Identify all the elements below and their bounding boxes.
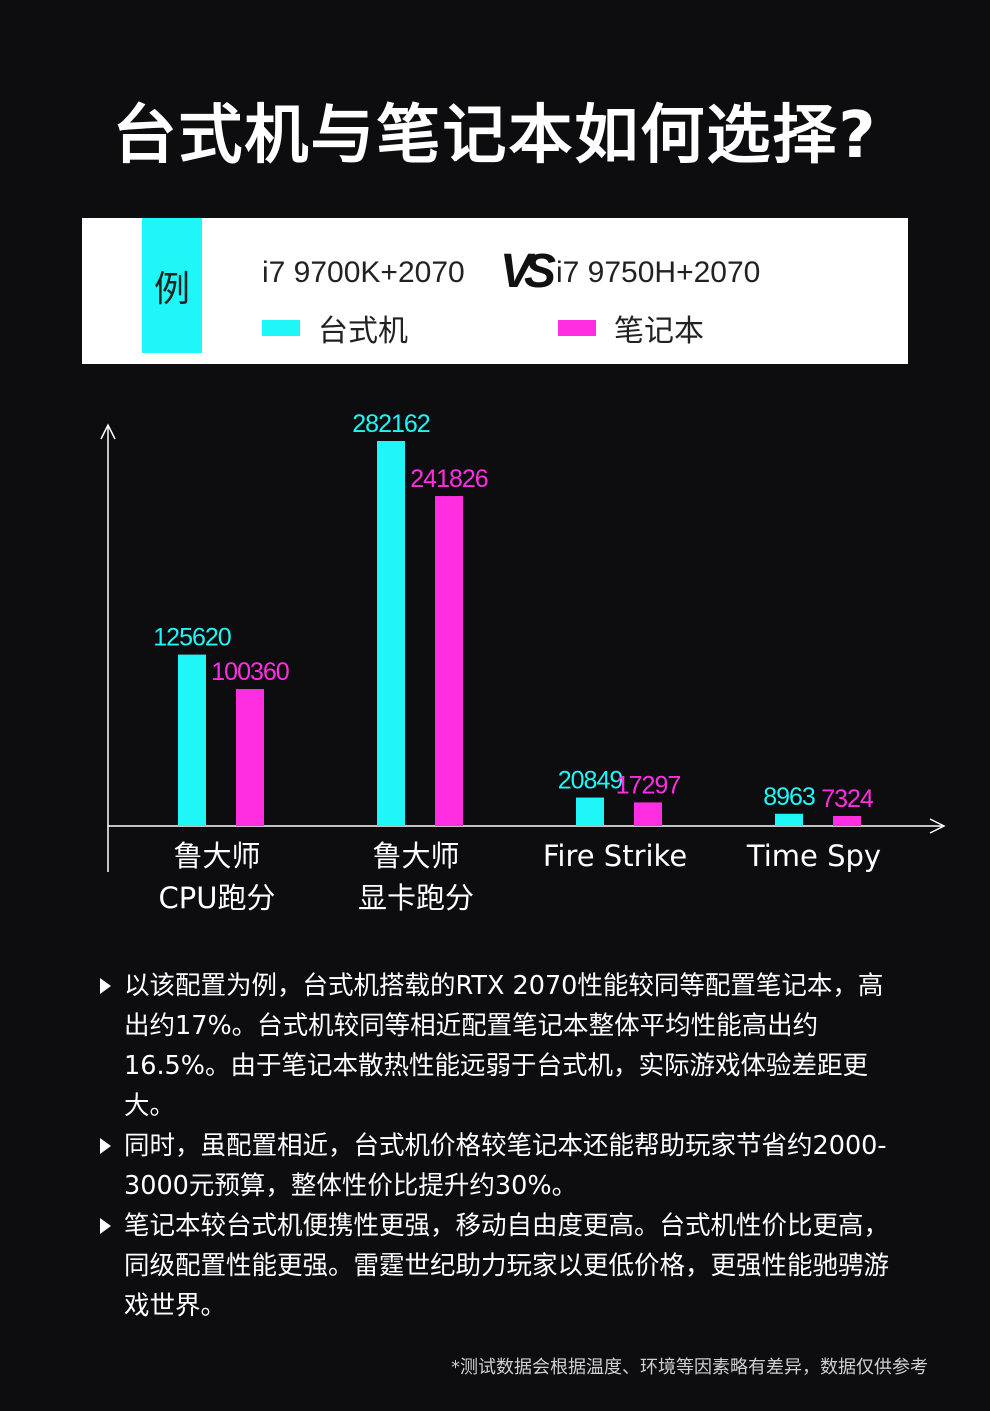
bar-laptop [833,816,861,826]
footnote: *测试数据会根据温度、环境等因素略有差异，数据仅供参考 [451,1357,928,1378]
note-text: 同时，虽配置相近，台式机价格较笔记本还能帮助玩家节省约2000-3000元预算，… [124,1131,887,1201]
category-label: CPU跑分 [159,881,276,915]
category-label: Time Spy [746,839,881,873]
data-label-laptop: 7324 [821,785,874,813]
legend-entry-desktop: 台式机 [262,306,408,350]
y-axis-arrow-icon [100,423,116,440]
note-item: 笔记本较台式机便携性更强，移动自由度更高。台式机性价比更高，同级配置性能更强。雷… [100,1206,900,1326]
data-label-laptop: 100360 [211,658,289,686]
data-label-laptop: 17297 [616,771,681,799]
category-label: 鲁大师 [173,839,260,873]
bullet-triangle-icon [100,1218,111,1234]
note-text: 以该配置为例，台式机搭载的RTX 2070性能较同等配置笔记本，高出约17%。台… [124,971,884,1121]
bar-desktop [775,813,803,826]
note-item: 以该配置为例，台式机搭载的RTX 2070性能较同等配置笔记本，高出约17%。台… [100,966,900,1126]
bar-laptop [634,802,662,826]
legend-card: 例 i7 9700K+2070 VS i7 9750H+2070 台式机 笔记本 [82,218,908,364]
legend-swatch-desktop [262,320,300,336]
data-label-desktop: 125620 [153,624,231,652]
laptop-config-label: i7 9750H+2070 [556,256,761,289]
bar-laptop [435,496,463,826]
data-label-desktop: 8963 [763,783,815,811]
data-label-desktop: 20849 [558,767,623,795]
desktop-config-label: i7 9700K+2070 [262,256,465,289]
x-axis-arrow-icon [929,818,946,834]
note-item: 同时，虽配置相近，台式机价格较笔记本还能帮助玩家节省约2000-3000元预算，… [100,1126,900,1206]
legend-label-laptop: 笔记本 [614,314,704,349]
category-label: 鲁大师 [372,839,459,873]
bar-desktop [576,797,604,826]
bullet-triangle-icon [100,978,111,994]
example-tag: 例 [142,218,202,353]
page-title: 台式机与笔记本如何选择? [112,99,878,173]
notes-list: 以该配置为例，台式机搭载的RTX 2070性能较同等配置笔记本，高出约17%。台… [100,966,900,1326]
bar-laptop [236,689,264,826]
bar-desktop [377,441,405,826]
note-text: 笔记本较台式机便携性更强，移动自由度更高。台式机性价比更高，同级配置性能更强。雷… [124,1211,890,1321]
bar-desktop [178,654,206,826]
legend-label-desktop: 台式机 [318,314,408,349]
vs-mark: VS [500,245,556,298]
category-label: 显卡跑分 [358,881,474,915]
data-label-laptop: 241826 [410,465,488,493]
data-label-desktop: 282162 [352,410,430,438]
bullet-triangle-icon [100,1138,111,1154]
category-label: Fire Strike [543,839,687,873]
legend-swatch-laptop [558,320,596,336]
legend-entry-laptop: 笔记本 [558,306,704,350]
chart-bars [178,441,861,826]
